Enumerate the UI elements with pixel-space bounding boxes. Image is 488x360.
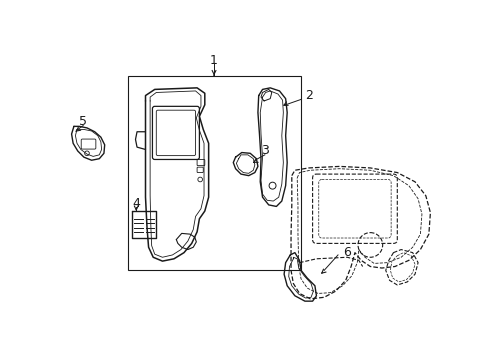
- Text: 3: 3: [261, 144, 268, 157]
- Text: 4: 4: [132, 197, 140, 210]
- Text: 1: 1: [210, 54, 218, 67]
- Text: 2: 2: [304, 89, 312, 102]
- Bar: [127, 76, 301, 270]
- Text: 5: 5: [79, 115, 87, 128]
- Text: 6: 6: [343, 246, 350, 259]
